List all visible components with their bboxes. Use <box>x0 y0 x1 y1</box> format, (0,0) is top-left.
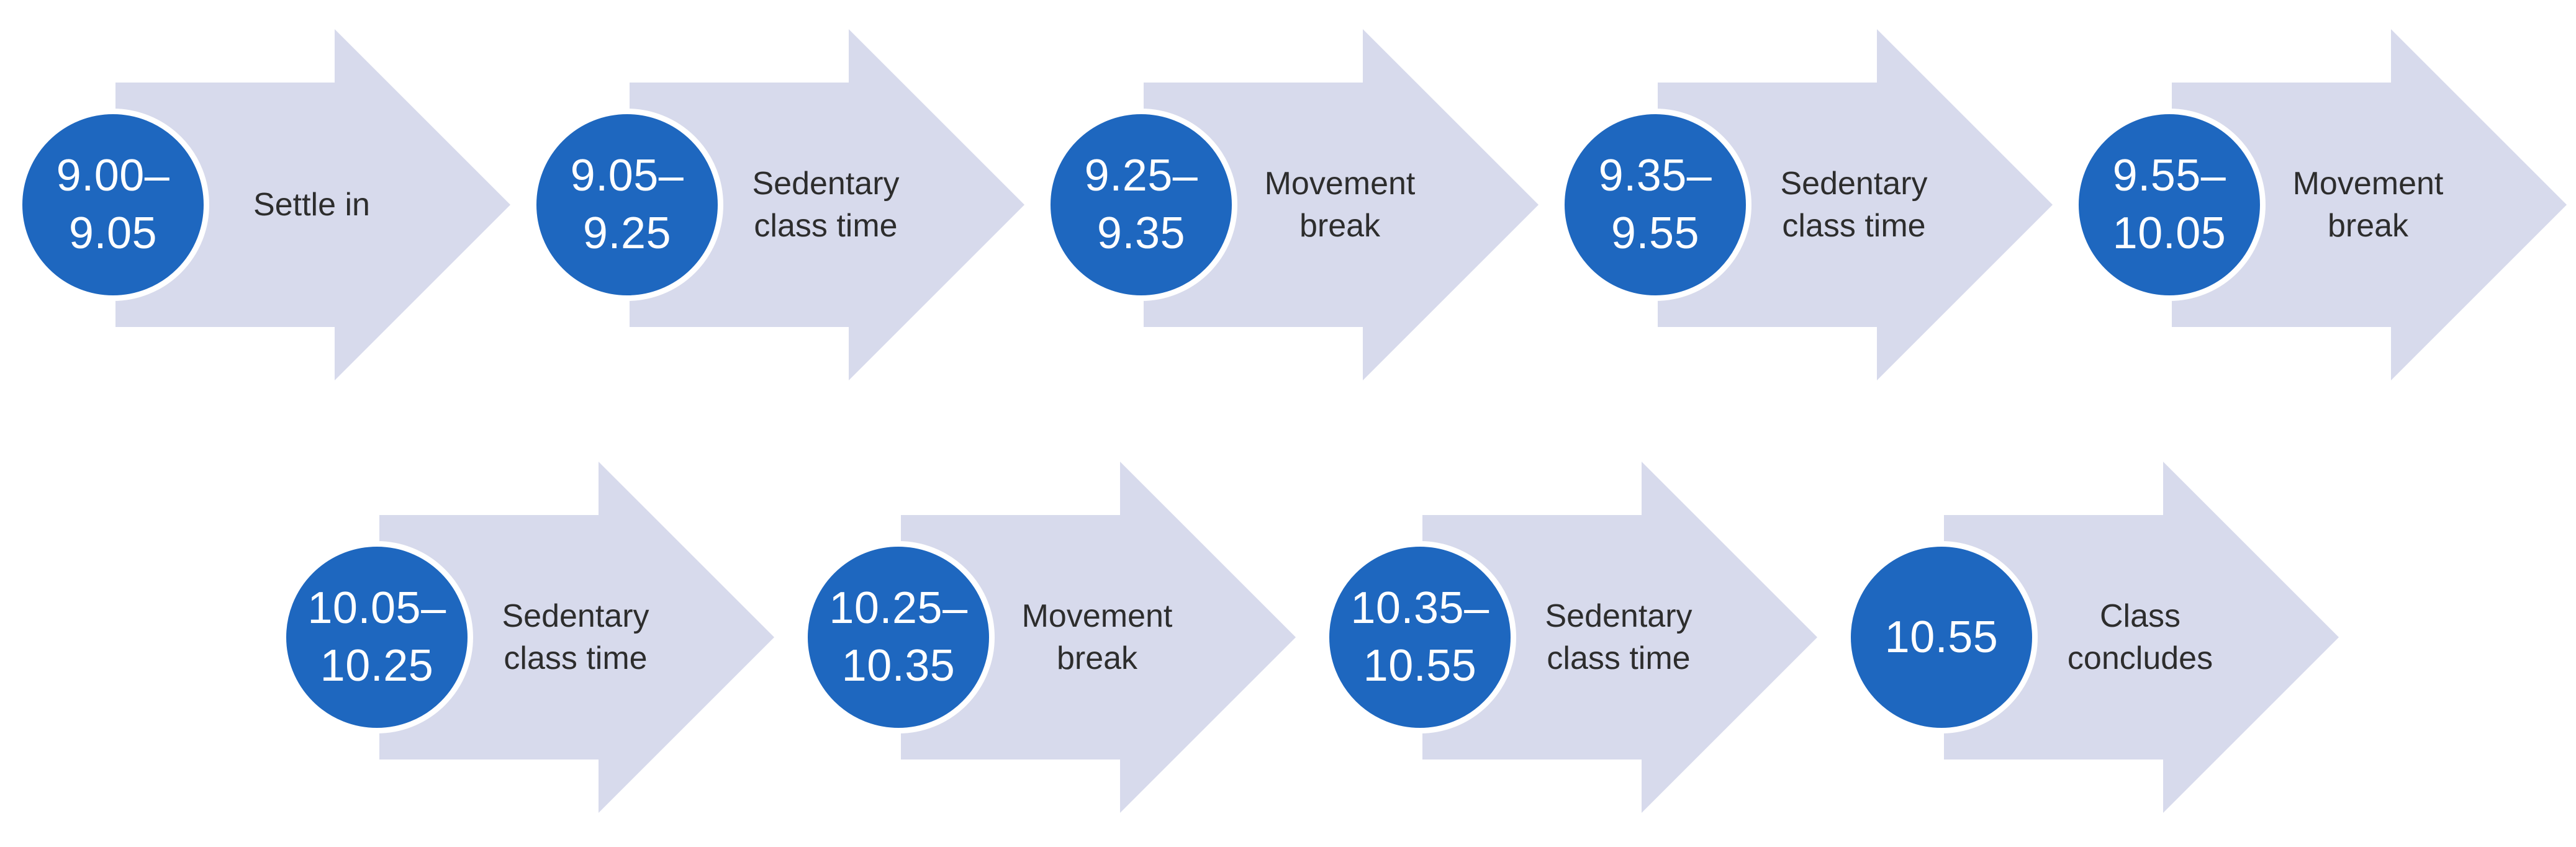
step-label-text: Sedentary class time <box>1545 595 1692 679</box>
timeline-step: 9.35– 9.55 Sedentary class time <box>1559 29 2056 380</box>
step-label-line: Sedentary <box>752 166 900 202</box>
step-label-line: Movement <box>2292 166 2444 202</box>
time-range: 9.05– 9.25 <box>571 147 684 262</box>
step-label-line: break <box>1299 208 1381 244</box>
time-line: 9.05– <box>570 151 684 200</box>
arrow-shape <box>1422 462 1817 813</box>
step-label-line: concludes <box>2067 640 2213 676</box>
time-range: 10.05– 10.25 <box>307 580 446 695</box>
arrow-polygon <box>1422 462 1817 813</box>
step-label-text: Movement break <box>1265 163 1416 247</box>
step-label-line: break <box>1056 640 1138 676</box>
arrow-polygon <box>1658 29 2053 380</box>
step-label-text: Movement break <box>1022 595 1173 679</box>
arrow-shape <box>1658 29 2053 380</box>
timeline-step: 9.00– 9.05 Settle in <box>17 29 513 380</box>
time-line: 9.25 <box>582 208 672 258</box>
timeline-step: 10.55 Class concludes <box>1845 462 2342 813</box>
arrow-shape <box>1944 462 2339 813</box>
step-label: Sedentary class time <box>1507 515 1730 760</box>
timeline-step: 10.35– 10.55 Sedentary class time <box>1324 462 1820 813</box>
step-label-line: Movement <box>1264 166 1416 202</box>
time-line: 9.25– <box>1084 151 1198 200</box>
time-range: 9.00– 9.05 <box>56 147 170 262</box>
time-range: 10.55 <box>1885 609 1999 666</box>
arrow-polygon <box>901 462 1296 813</box>
step-label-line: Sedentary <box>1780 166 1928 202</box>
step-label-line: Sedentary <box>1545 598 1692 634</box>
time-line: 10.05– <box>307 583 446 633</box>
step-label-line: Class <box>2099 598 2181 634</box>
arrow-polygon <box>1944 462 2339 813</box>
arrow-polygon <box>115 29 510 380</box>
arrow-shape <box>630 29 1024 380</box>
time-line: 10.35– <box>1350 583 1489 633</box>
time-line: 10.55 <box>1884 612 1999 662</box>
arrow-shape <box>1144 29 1539 380</box>
time-range: 9.25– 9.35 <box>1085 147 1198 262</box>
time-line: 9.35– <box>1598 151 1712 200</box>
step-label-line: class time <box>754 208 898 244</box>
timeline-step: 10.05– 10.25 Sedentary class time <box>281 462 777 813</box>
arrow-shape <box>115 29 510 380</box>
time-line: 10.25– <box>829 583 968 633</box>
step-label-line: class time <box>504 640 648 676</box>
time-line: 10.55 <box>1363 641 1477 691</box>
step-label: Movement break <box>985 515 1209 760</box>
time-circle: 10.25– 10.35 <box>802 541 995 733</box>
step-label: Settle in <box>200 83 423 327</box>
step-label: Movement break <box>1228 83 1452 327</box>
step-label-line: Settle in <box>253 187 370 223</box>
time-line: 9.05 <box>68 208 158 258</box>
step-label: Movement break <box>2256 83 2480 327</box>
step-label-text: Sedentary class time <box>752 163 899 247</box>
arrow-shape <box>901 462 1296 813</box>
time-range: 10.25– 10.35 <box>829 580 967 695</box>
time-line: 9.55– <box>2112 151 2226 200</box>
timeline-step: 9.55– 10.05 Movement break <box>2073 29 2570 380</box>
arrow-shape <box>379 462 774 813</box>
time-circle: 9.00– 9.05 <box>17 109 209 301</box>
timeline-step: 9.25– 9.35 Movement break <box>1045 29 1542 380</box>
arrow-polygon <box>630 29 1024 380</box>
step-label-line: break <box>2327 208 2409 244</box>
arrow-shape <box>2172 29 2567 380</box>
step-label: Sedentary class time <box>1742 83 1966 327</box>
timeline-step: 10.25– 10.35 Movement break <box>802 462 1299 813</box>
time-line: 9.00– <box>56 151 170 200</box>
time-range: 9.55– 10.05 <box>2113 147 2226 262</box>
time-line: 10.35 <box>841 641 956 691</box>
step-label-text: Sedentary class time <box>502 595 649 679</box>
step-label-line: Movement <box>1021 598 1173 634</box>
time-circle: 9.35– 9.55 <box>1559 109 1751 301</box>
time-line: 10.05 <box>2112 208 2226 258</box>
arrow-polygon <box>379 462 774 813</box>
time-line: 9.35 <box>1096 208 1186 258</box>
time-circle: 9.55– 10.05 <box>2073 109 2266 301</box>
time-line: 9.55 <box>1611 208 1700 258</box>
time-circle: 9.05– 9.25 <box>531 109 723 301</box>
time-range: 9.35– 9.55 <box>1599 147 1712 262</box>
step-label-text: Sedentary class time <box>1780 163 1927 247</box>
arrow-polygon <box>2172 29 2567 380</box>
time-circle: 10.05– 10.25 <box>281 541 473 733</box>
arrow-polygon <box>1144 29 1539 380</box>
time-circle: 9.25– 9.35 <box>1045 109 1237 301</box>
timeline-step: 9.05– 9.25 Sedentary class time <box>531 29 1028 380</box>
step-label-line: class time <box>1782 208 1926 244</box>
time-range: 10.35– 10.55 <box>1350 580 1489 695</box>
step-label-line: Sedentary <box>502 598 649 634</box>
time-line: 10.25 <box>320 641 434 691</box>
step-label: Sedentary class time <box>464 515 687 760</box>
step-label: Sedentary class time <box>714 83 938 327</box>
step-label-text: Movement break <box>2293 163 2444 247</box>
step-label-text: Class concludes <box>2068 595 2213 679</box>
time-circle: 10.35– 10.55 <box>1324 541 1516 733</box>
step-label: Class concludes <box>2028 515 2252 760</box>
step-label-line: class time <box>1547 640 1691 676</box>
step-label-text: Settle in <box>253 184 370 226</box>
time-circle: 10.55 <box>1845 541 2038 733</box>
